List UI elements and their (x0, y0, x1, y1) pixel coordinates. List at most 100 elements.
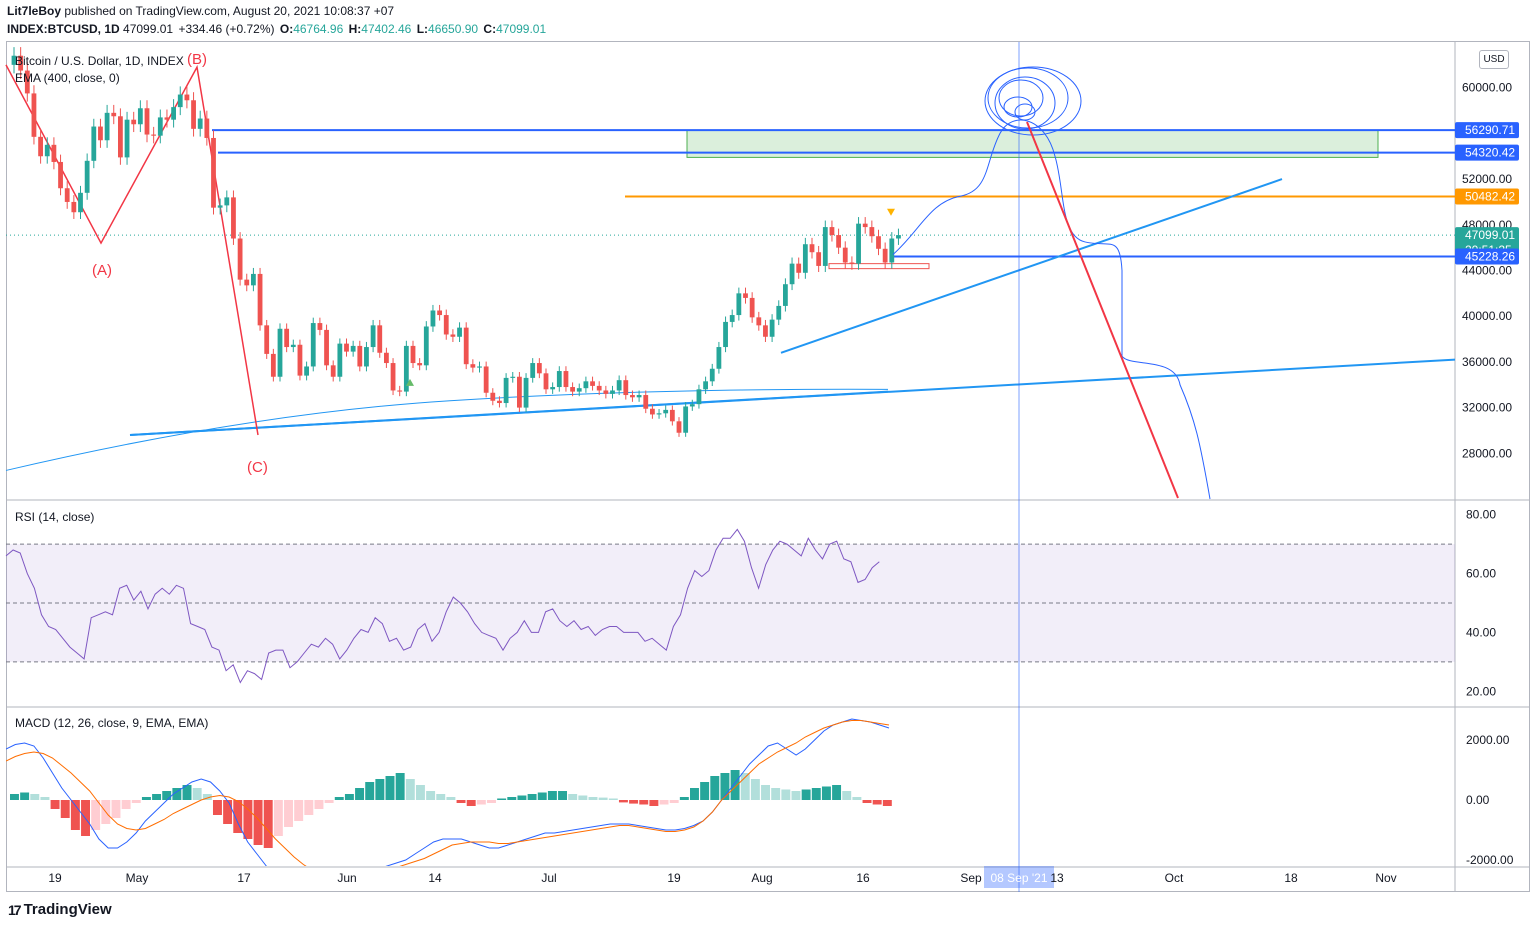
candle-body (809, 244, 815, 253)
macd-signal-line (6, 720, 890, 866)
macd-histogram-bar (771, 788, 781, 800)
candle-body (822, 227, 828, 266)
scribble-circle (1003, 96, 1033, 118)
date-marker-box (984, 866, 1054, 888)
candle-body (783, 284, 788, 306)
x-tick-label: 18 (1284, 871, 1298, 885)
macd-histogram-bar (487, 800, 496, 803)
publisher-name[interactable]: Lit7leBoy (7, 4, 62, 18)
macd-histogram-bar (659, 800, 669, 805)
candle-body (882, 248, 888, 263)
projection-path (892, 119, 1211, 500)
macd-histogram-bar (821, 786, 831, 800)
tradingview-logo[interactable]: 17 TradingView (8, 901, 112, 918)
candle-body (623, 380, 629, 396)
macd-histogram-bar (202, 794, 212, 800)
candle-body (630, 395, 635, 398)
candle-body (31, 93, 37, 137)
close-value: 47099.01 (496, 22, 547, 36)
price-tick-label: 36000.00 (1462, 355, 1512, 369)
macd-histogram-bar (639, 800, 649, 805)
x-tick-label: 19 (667, 871, 681, 885)
price-label-54320.42: 54320.42 (1465, 146, 1515, 160)
candle-body (590, 381, 595, 386)
macd-histogram-bar (862, 800, 872, 803)
macd-histogram-bar (426, 791, 436, 800)
candle-body (656, 413, 662, 415)
macd-histogram-bar (395, 773, 405, 800)
macd-histogram-bar (598, 797, 608, 800)
macd-histogram-bar (243, 800, 253, 839)
candle-body (477, 366, 482, 368)
price-label-50482.42: 50482.42 (1465, 189, 1515, 203)
rsi-tick-label: 80.00 (1466, 508, 1496, 522)
macd-histogram-bar (91, 800, 101, 830)
macd-histogram-bar (355, 788, 365, 800)
macd-histogram-bar (720, 773, 730, 800)
macd-histogram-bar (334, 797, 344, 800)
price-tick-label: 32000.00 (1462, 401, 1512, 415)
candle-body (224, 197, 230, 206)
candle-body (184, 94, 190, 101)
publish-info: Lit7leBoy published on TradingView.com, … (7, 4, 394, 18)
candle-body (836, 235, 841, 248)
macd-histogram-bar (547, 791, 557, 800)
candle-body (536, 363, 542, 374)
macd-legend[interactable]: MACD (12, 26, close, 9, EMA, EMA) (15, 716, 209, 730)
rsi-legend[interactable]: RSI (14, close) (15, 510, 95, 524)
candle-body (896, 235, 901, 239)
scribble-circle (987, 67, 1069, 129)
candle-body (191, 100, 196, 129)
macd-histogram-bar (517, 795, 527, 800)
candle-body (91, 126, 97, 161)
macd-histogram-bar (740, 773, 750, 800)
x-tick-label: Nov (1375, 871, 1396, 885)
candle-body (290, 344, 296, 348)
candle-body (157, 117, 163, 136)
last-price: 47099.01 (123, 22, 174, 36)
wave-label-c: (C) (247, 459, 268, 476)
price-tick-label: 44000.00 (1462, 264, 1512, 278)
macd-histogram-bar (223, 800, 233, 824)
candle-body (350, 345, 356, 352)
macd-histogram-bar (141, 797, 151, 800)
macd-histogram-bar (456, 800, 466, 803)
candle-body (450, 334, 456, 337)
macd-histogram-bar (629, 800, 639, 804)
candle-body (118, 116, 123, 158)
candle-body (550, 387, 556, 390)
macd-tick-label: 2000.00 (1466, 733, 1510, 747)
ema-legend[interactable]: EMA (400, close, 0) (15, 71, 120, 85)
x-tick-label: 17 (237, 871, 251, 885)
candle-body (570, 387, 575, 392)
rsi-tick-label: 60.00 (1466, 567, 1496, 581)
candle-body (636, 395, 642, 398)
candle-body (330, 365, 336, 377)
price-label-box (1455, 188, 1519, 205)
candle-body (430, 310, 436, 327)
currency-button[interactable]: USD (1479, 50, 1509, 69)
macd-histogram-bar (284, 800, 293, 827)
candle-body (257, 273, 263, 326)
macd-histogram-bar (314, 800, 324, 809)
support-box (828, 263, 930, 270)
candle-body (696, 389, 702, 405)
candle-body (683, 406, 689, 433)
signal-down-arrow (887, 208, 895, 216)
macd-histogram-bar (415, 785, 425, 800)
candle-body (437, 310, 442, 316)
candle-body (802, 244, 808, 273)
macd-histogram-bar (527, 794, 537, 800)
main-legend[interactable]: Bitcoin / U.S. Dollar, 1D, INDEX (15, 54, 184, 68)
candle-body (497, 400, 502, 404)
date-marker-label: 08 Sep '21 (990, 871, 1047, 885)
candle-body (397, 390, 403, 392)
candle-body (483, 366, 489, 393)
candle-body (543, 373, 549, 390)
macd-histogram-bar (121, 800, 131, 809)
rsi-tick-label: 20.00 (1466, 684, 1496, 698)
candle-body (337, 343, 343, 377)
macd-histogram-bar (558, 791, 568, 800)
candle-body (377, 325, 383, 353)
